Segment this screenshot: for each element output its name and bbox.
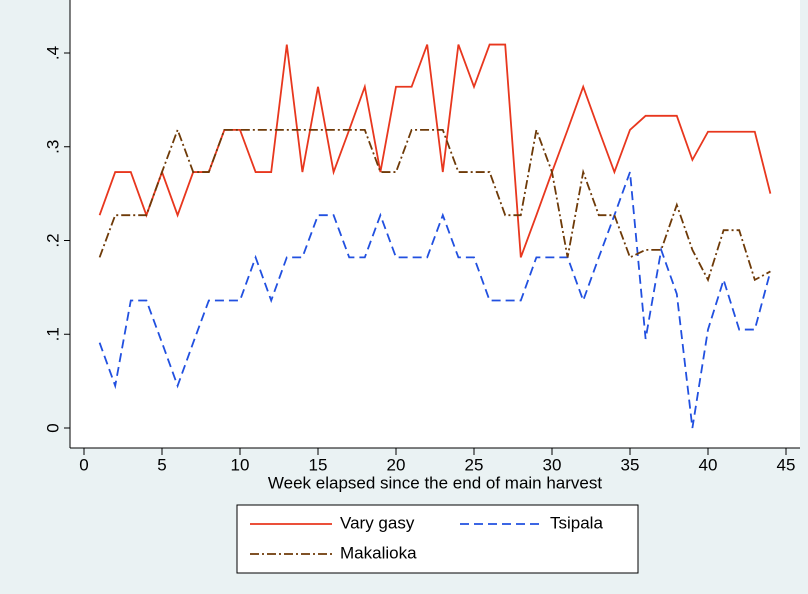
y-tick-label: 0 bbox=[43, 423, 62, 432]
y-tick-label: .2 bbox=[43, 233, 62, 247]
x-tick-label: 45 bbox=[777, 455, 796, 474]
x-tick-label: 40 bbox=[699, 455, 718, 474]
x-tick-label: 5 bbox=[157, 455, 166, 474]
x-tick-label: 10 bbox=[231, 455, 250, 474]
y-tick-label: .1 bbox=[43, 327, 62, 341]
x-tick-label: 20 bbox=[387, 455, 406, 474]
x-tick-label: 0 bbox=[79, 455, 88, 474]
x-tick-label: 15 bbox=[309, 455, 328, 474]
x-tick-label: 30 bbox=[543, 455, 562, 474]
series-line bbox=[98, 126, 771, 283]
plot-area bbox=[70, 0, 800, 448]
x-axis-label: Week elapsed since the end of main harve… bbox=[268, 473, 602, 492]
legend-label: Tsipala bbox=[550, 513, 603, 532]
x-tick-label: 25 bbox=[465, 455, 484, 474]
y-tick-label: .4 bbox=[43, 46, 62, 60]
y-tick-label: .3 bbox=[43, 140, 62, 154]
legend bbox=[236, 504, 639, 574]
legend-label: Makalioka bbox=[340, 543, 417, 562]
legend-label: Vary gasy bbox=[340, 513, 415, 532]
x-tick-label: 35 bbox=[621, 455, 640, 474]
series-line bbox=[98, 43, 772, 258]
